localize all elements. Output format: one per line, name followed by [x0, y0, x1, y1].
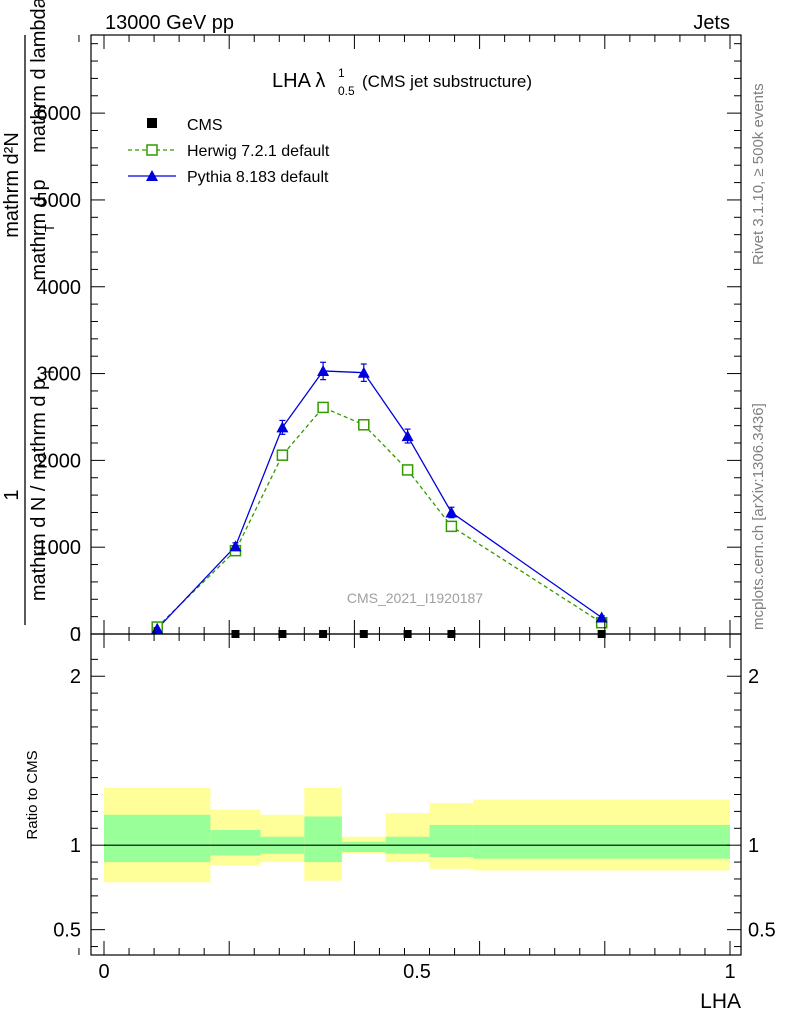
- herwig-series-line: [156, 406, 603, 628]
- main-y-tick-label: 4000: [37, 277, 82, 299]
- plot-title-sup: 1: [338, 66, 345, 80]
- mcplots-credit: mcplots.cern.ch [arXiv:1306.3436]: [750, 403, 767, 630]
- ratio-y-tick-label-left: 0.5: [53, 920, 81, 942]
- ratio-uncertainty-bands: [104, 787, 730, 883]
- main-y-tick-label: 0: [70, 624, 81, 646]
- ylabel-numerator-dlambda: mathrm d lambda: [28, 0, 50, 153]
- pythia-point-2: [276, 421, 289, 433]
- ratio-band-inner-0: [104, 814, 211, 863]
- main-y-tick-label: 1000: [37, 537, 82, 559]
- ratio-y-tick-label-left: 1: [70, 835, 81, 857]
- legend-herwig-label: Herwig 7.2.1 default: [187, 143, 330, 160]
- pythia-point-7: [595, 611, 608, 623]
- ratio-band-inner-1: [210, 829, 261, 856]
- series-layer: [151, 361, 608, 638]
- ratio-y-axis-label: Ratio to CMS: [24, 750, 41, 839]
- ratio-band-inner-6: [429, 824, 474, 858]
- rivet-credit: Rivet 3.1.10, ≥ 500k events: [750, 83, 767, 265]
- ylabel-numerator-one: 1: [1, 489, 23, 500]
- x-tick-label: 0: [98, 961, 109, 983]
- main-y-tick-label: 3000: [37, 364, 82, 386]
- pythia-series-line: [156, 370, 603, 630]
- legend-herwig-marker: [146, 144, 158, 156]
- pythia-point-1: [229, 540, 242, 552]
- ylabel-numerator-dN: mathrm d²N: [1, 132, 23, 238]
- ratio-band-inner-7: [473, 824, 730, 859]
- ratio-y-tick-label-right: 2: [748, 666, 759, 688]
- herwig-point-3: [317, 401, 329, 414]
- herwig-point-4: [358, 419, 370, 431]
- header-right-label: Jets: [693, 12, 730, 34]
- legend-cms-label: CMS: [187, 117, 223, 134]
- x-tick-label: 1: [724, 961, 735, 983]
- legend-pythia-label: Pythia 8.183 default: [187, 169, 329, 186]
- plot-title-main: LHA λ: [272, 70, 325, 92]
- pythia-point-4: [357, 366, 370, 378]
- pythia-point-3: [317, 364, 330, 376]
- ratio-y-tick-label-left: 2: [70, 666, 81, 688]
- legend: CMS Herwig 7.2.1 default Pythia 8.183 de…: [128, 117, 330, 186]
- herwig-point-5: [401, 464, 414, 476]
- ylabel-numerator-dpt: mathrm d p: [28, 179, 50, 280]
- ylabel-numerator-dpt-sub: T: [42, 224, 57, 232]
- ratio-y-tick-label-right: 1: [748, 835, 759, 857]
- ylabel-denominator-sub: T: [42, 368, 57, 376]
- axes-layer: 0 1000 2000 3000 4000 5000 6000 0 0.5 1 0.5 0.5 1 1 2 2: [37, 34, 776, 983]
- main-y-tick-label: 5000: [37, 190, 82, 212]
- legend-pythia-marker: [146, 170, 158, 181]
- analysis-watermark: CMS_2021_I1920187: [347, 590, 483, 606]
- main-y-axis-label: 1 mathrm d²N mathrm d p T mathrm d lambd…: [1, 0, 57, 625]
- pythia-point-6: [445, 506, 458, 518]
- herwig-point-6: [445, 520, 458, 533]
- plot-title: LHA λ 1 0.5 (CMS jet substructure): [272, 66, 532, 98]
- x-axis-label: LHA: [700, 990, 741, 1013]
- ratio-y-tick-label-right: 0.5: [748, 920, 776, 942]
- plot-title-sub: 0.5: [338, 84, 355, 98]
- ylabel-denominator: mathrm d N / mathrm d p: [28, 379, 50, 601]
- main-y-tick-label: 2000: [37, 450, 82, 472]
- main-y-tick-label: 6000: [37, 103, 82, 125]
- legend-cms-marker: [147, 118, 157, 128]
- header-left-label: 13000 GeV pp: [105, 12, 234, 34]
- x-tick-label: 0.5: [403, 961, 431, 983]
- plot-title-suffix: (CMS jet substructure): [362, 72, 532, 91]
- ratio-band-inner-4: [341, 841, 386, 852]
- ratio-band-inner-3: [304, 816, 342, 863]
- herwig-point-2: [276, 449, 289, 461]
- pythia-point-5: [401, 430, 414, 442]
